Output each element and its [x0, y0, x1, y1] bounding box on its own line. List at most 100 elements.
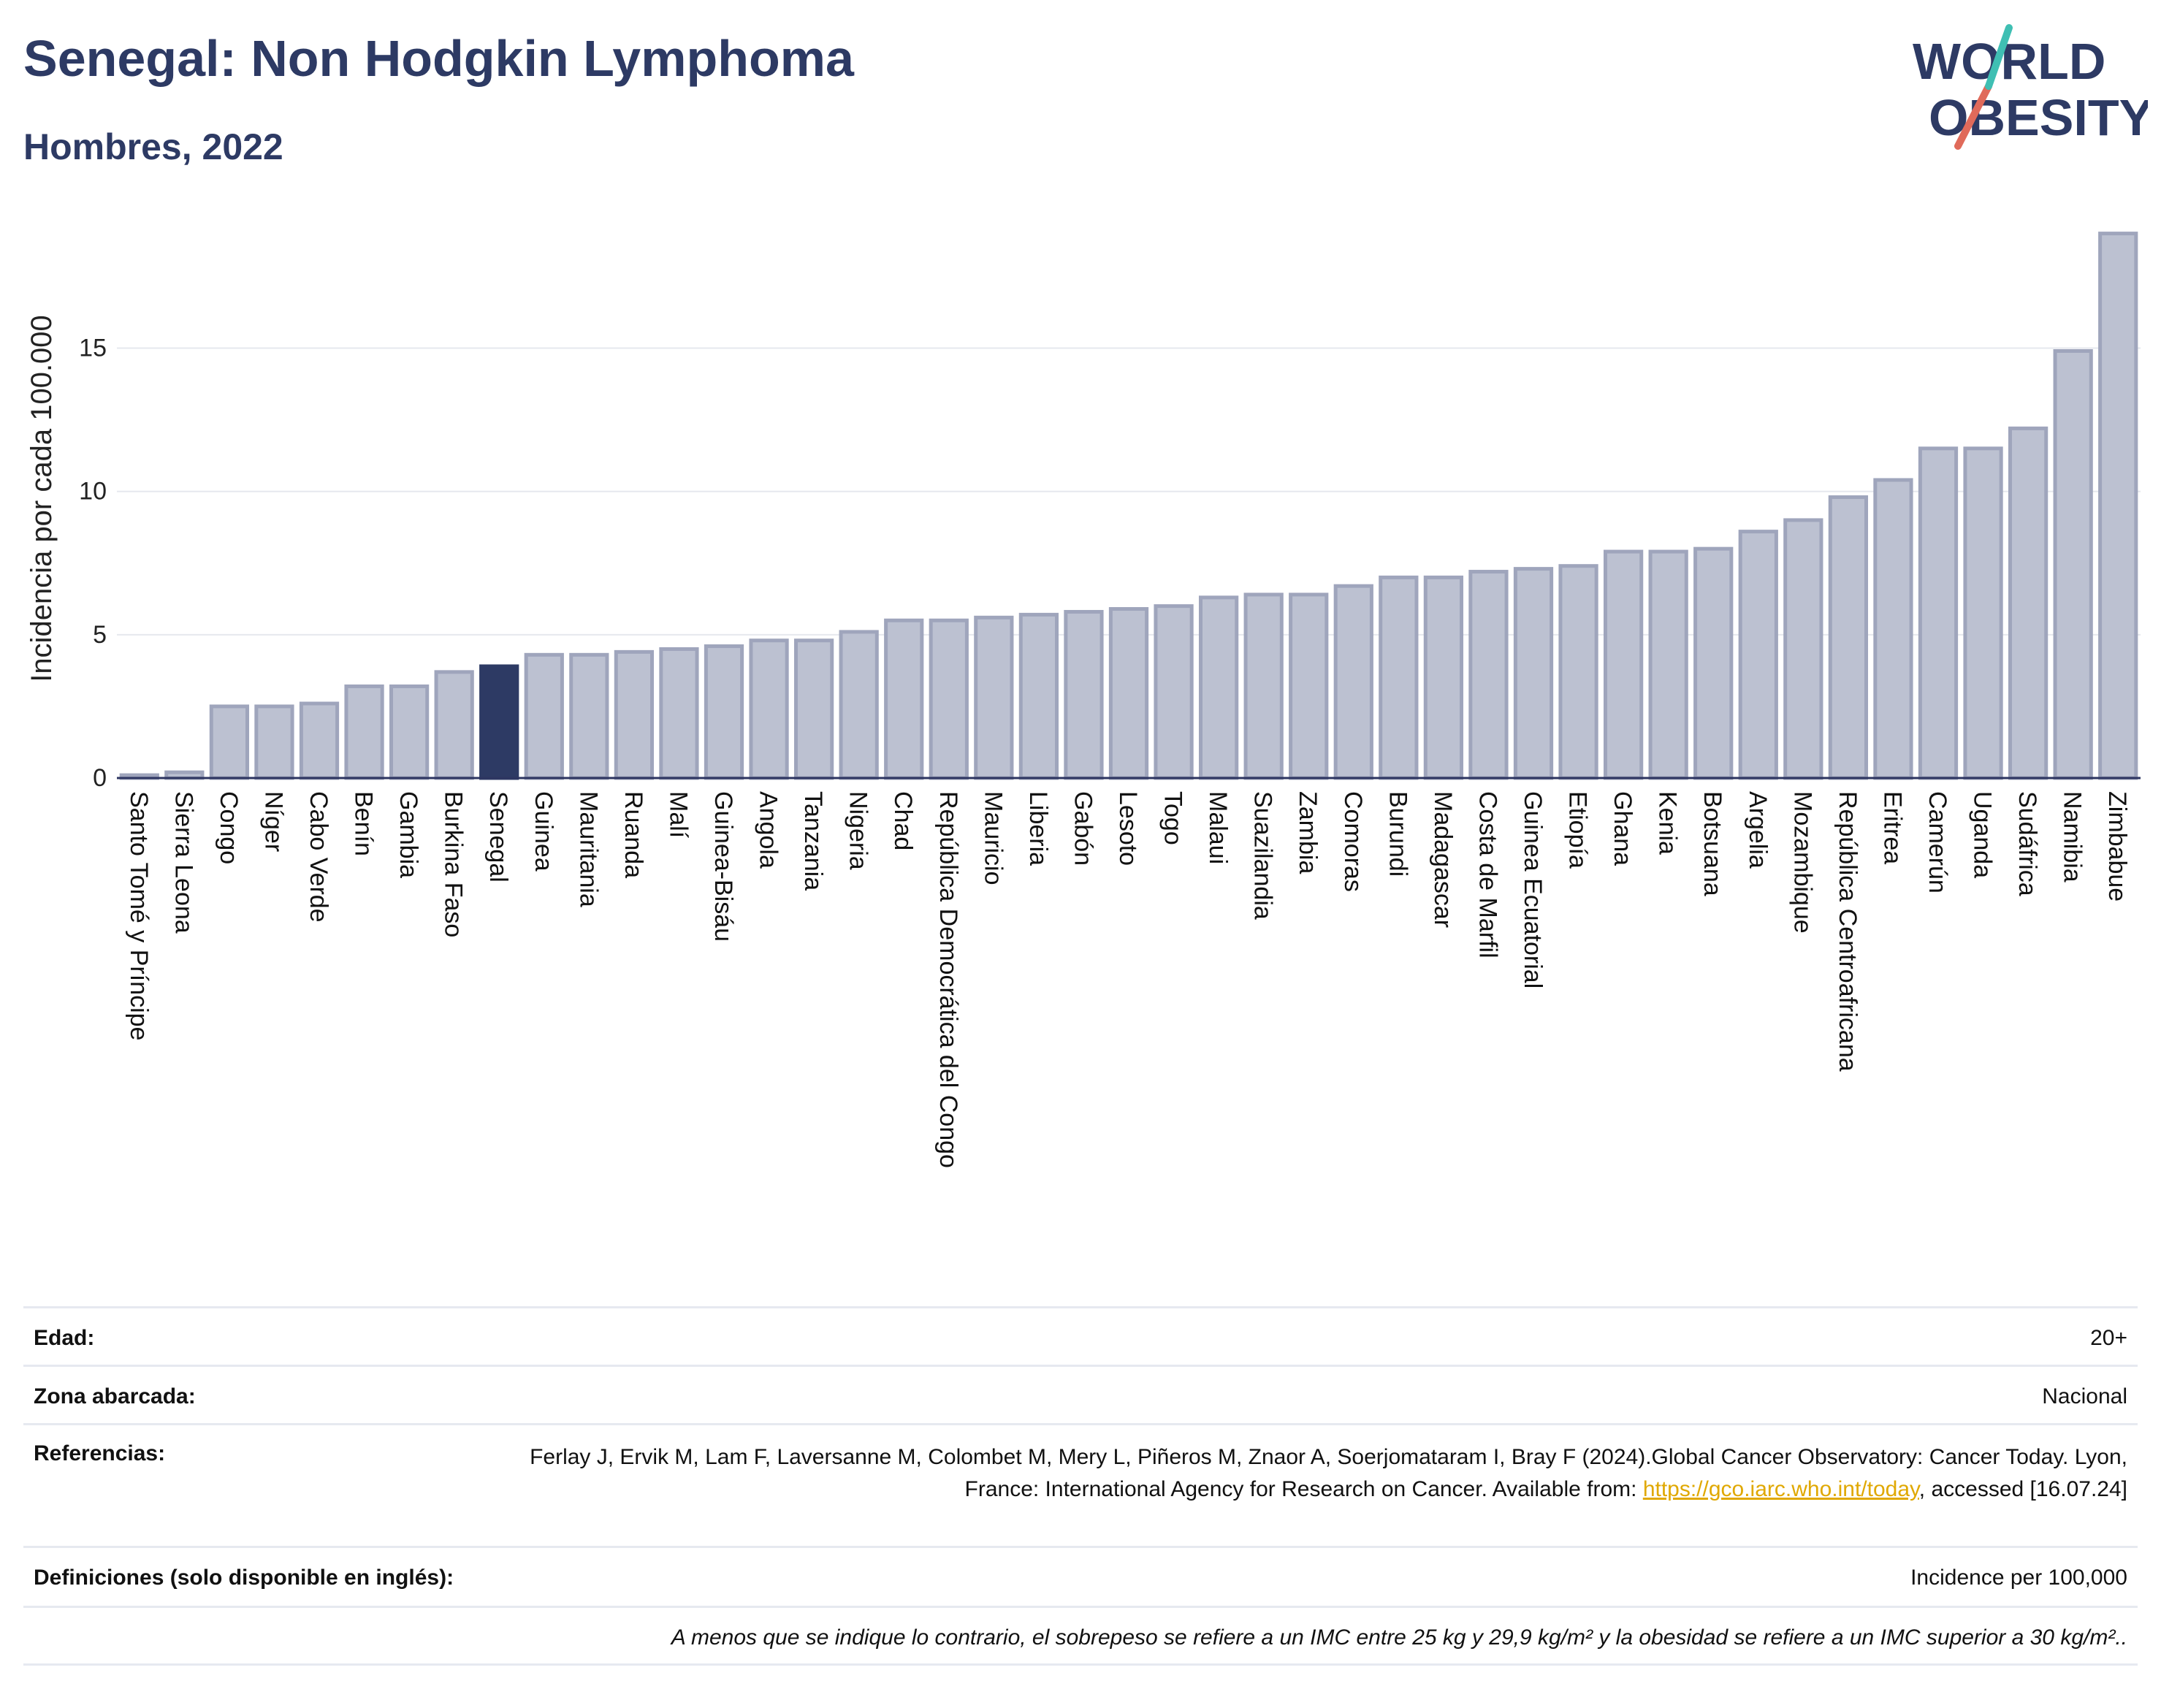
- bar-mauricio: [974, 615, 1014, 780]
- bar-benín: [344, 684, 384, 780]
- x-tick-label: Zimbabue: [2103, 791, 2131, 901]
- x-tick-label: Cabo Verde: [305, 791, 332, 923]
- bar-república-centroafricana: [1828, 495, 1869, 780]
- meta-row-references: Referencias: Ferlay J, Ervik M, Lam F, L…: [23, 1423, 2138, 1546]
- x-tick-label: Chad: [889, 791, 917, 850]
- metadata-table: Edad: 20+ Zona abarcada: Nacional Refere…: [23, 1306, 2138, 1666]
- bar-guinea-ecuatorial: [1513, 567, 1554, 780]
- x-tick-label: Costa de Marfil: [1474, 791, 1501, 958]
- x-tick-label: Gabón: [1069, 791, 1097, 866]
- x-tick-label: Sudáfrica: [2013, 791, 2041, 896]
- bar-camerún: [1918, 446, 1959, 780]
- bar-malí: [659, 647, 699, 780]
- x-tick-label: Madagascar: [1429, 791, 1457, 928]
- x-tick-label: República Centroafricana: [1834, 791, 1861, 1072]
- x-tick-label: Burundi: [1384, 791, 1411, 877]
- bar-malaui: [1198, 595, 1239, 780]
- x-tick-label: Tanzania: [799, 791, 827, 891]
- x-tick-label: Guinea: [530, 791, 557, 872]
- bar-tanzania: [793, 638, 834, 780]
- x-tick-label: Nigeria: [845, 791, 872, 870]
- references-value: Ferlay J, Ervik M, Lam F, Laversanne M, …: [520, 1441, 2138, 1546]
- y-tick-label: 5: [93, 621, 107, 649]
- bar-angola: [749, 638, 789, 780]
- references-text: Ferlay J, Ervik M, Lam F, Laversanne M, …: [530, 1445, 2127, 1501]
- bar-níger: [254, 704, 294, 780]
- x-tick-label: Ruanda: [620, 791, 647, 878]
- x-tick-label: Guinea Ecuatorial: [1519, 791, 1547, 988]
- bar-kenia: [1648, 549, 1688, 780]
- bar-senegal: [479, 664, 519, 780]
- bar-chart: 0 5 10 15 Incidencia por cada 100.000 Santo T…: [26, 232, 2141, 1168]
- bar-liberia: [1018, 612, 1059, 780]
- x-tick-label: Comoras: [1339, 791, 1367, 892]
- bar-ruanda: [614, 649, 655, 780]
- logo-slash-red: [1954, 83, 1992, 150]
- x-tick-label: Angola: [755, 791, 782, 869]
- bar-mozambique: [1783, 518, 1823, 780]
- x-tick-label: Mauritania: [574, 791, 602, 907]
- bar-argelia: [1738, 530, 1778, 780]
- bar-guinea-bisáu: [704, 644, 744, 780]
- bar-eritrea: [1873, 478, 1913, 780]
- footnote: A menos que se indique lo contrario, el …: [671, 1625, 2127, 1650]
- logo-slash-teal: [1985, 24, 2013, 90]
- x-tick-label: Guinea-Bisáu: [709, 791, 737, 942]
- x-tick-label: Benín: [350, 791, 378, 856]
- bar-uganda: [1963, 446, 2003, 780]
- y-tick-label: 0: [93, 764, 107, 792]
- meta-row-definitions: Definiciones (solo disponible en inglés)…: [23, 1546, 2138, 1606]
- bar-suazilandia: [1243, 592, 1284, 780]
- bar-lesoto: [1108, 607, 1149, 780]
- bar-sudáfrica: [2008, 426, 2048, 780]
- bar-chad: [884, 618, 924, 780]
- page-subtitle: Hombres, 2022: [23, 126, 283, 167]
- bar-namibia: [2053, 348, 2093, 780]
- age-label: Edad:: [34, 1326, 95, 1350]
- x-tick-label: Argelia: [1744, 791, 1772, 869]
- bar-burundi: [1379, 575, 1419, 780]
- x-tick-label: Camerún: [1924, 791, 1951, 893]
- references-link[interactable]: https://gco.iarc.who.int/today: [1642, 1477, 1919, 1501]
- x-tick-label: Sierra Leona: [169, 791, 197, 934]
- y-axis-label: Incidencia por cada 100.000: [26, 315, 58, 682]
- x-tick-label: Santo Tomé y Príncipe: [125, 791, 153, 1040]
- x-tick-label: Suazilandia: [1249, 791, 1277, 920]
- bar-mauritania: [569, 652, 609, 780]
- x-tick-label: Burkina Faso: [440, 791, 468, 937]
- bar-ghana: [1603, 549, 1644, 780]
- bar-congo: [209, 704, 250, 780]
- y-tick-label: 15: [79, 335, 107, 362]
- bar-costa-de-marfil: [1468, 570, 1509, 780]
- x-tick-label: Zambia: [1294, 791, 1322, 874]
- logo-line1: WORLD: [1913, 33, 2105, 90]
- x-tick-label: Malí: [664, 791, 692, 839]
- bar-burkina-faso: [434, 670, 474, 780]
- y-tick-label: 10: [79, 478, 107, 506]
- age-value: 20+: [2090, 1326, 2127, 1350]
- references-accessed: , accessed [16.07.24]: [1918, 1477, 2127, 1501]
- bar-comoras: [1333, 584, 1373, 780]
- x-tick-label: Ghana: [1609, 791, 1636, 866]
- x-tick-label: Botsuana: [1699, 791, 1726, 896]
- x-tick-label: Etiopía: [1564, 791, 1592, 869]
- meta-row-zone: Zona abarcada: Nacional: [23, 1365, 2138, 1423]
- x-tick-label: Mozambique: [1788, 791, 1816, 934]
- x-tick-label: República Democrática del Congo: [934, 791, 962, 1168]
- x-tick-label: Namibia: [2059, 791, 2086, 882]
- meta-row-footnote: A menos que se indique lo contrario, el …: [23, 1606, 2138, 1666]
- x-tick-label: Malaui: [1204, 791, 1232, 864]
- zone-value: Nacional: [2042, 1384, 2127, 1408]
- x-tick-label: Uganda: [1969, 791, 1997, 878]
- bar-nigeria: [839, 630, 879, 780]
- bar-gabón: [1064, 609, 1104, 780]
- x-tick-label: Lesoto: [1114, 791, 1142, 866]
- x-tick-label: Eritrea: [1878, 791, 1906, 864]
- bar-zimbabue: [2098, 232, 2138, 780]
- x-tick-label: Kenia: [1654, 791, 1682, 855]
- bar-república-democrática-del-congo: [929, 618, 969, 780]
- bar-botsuana: [1693, 546, 1734, 780]
- definitions-value: Incidence per 100,000: [1910, 1566, 2127, 1590]
- x-tick-label: Senegal: [484, 791, 512, 882]
- world-obesity-logo: WORLD OBESITY: [1913, 24, 2148, 150]
